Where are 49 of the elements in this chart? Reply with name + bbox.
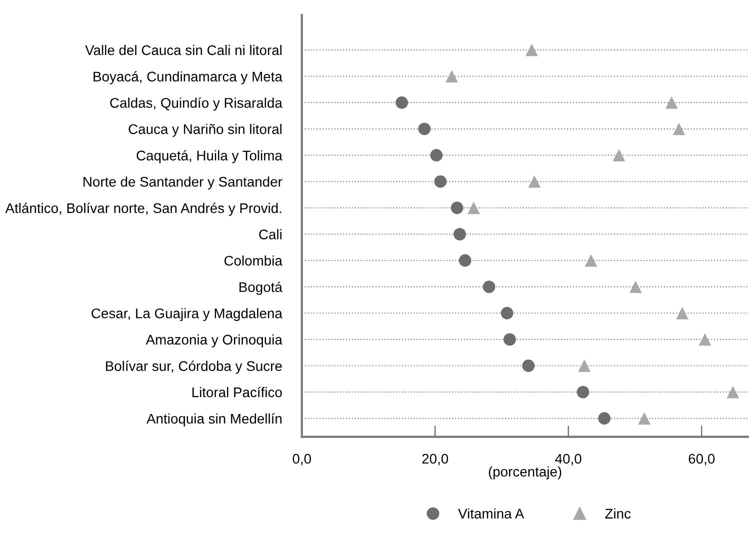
point [454,228,466,240]
legend-label: Zinc [605,508,631,519]
y-tick-label: Caldas, Quindío y Risaralda [110,97,282,111]
point [500,306,514,320]
x-tick-label: 0,0 [292,454,311,466]
point [522,360,535,372]
point [504,333,516,346]
y-tick-label: Valle del Cauca sin Cali ni litoral [85,44,282,56]
point [672,122,686,136]
point [598,412,611,425]
point [430,149,443,162]
y-tick-label: Cali [259,229,282,240]
point [676,306,688,320]
point [638,412,651,425]
point [528,175,541,188]
y-tick-label: Atlántico, Bolívar norte, San Andrés y Provid. [5,202,282,216]
point [576,386,590,398]
point [612,149,626,162]
y-tick-label: Boyacá, Cundinamarca y Meta [94,71,282,84]
point [726,386,740,398]
point [446,70,458,82]
y-tick-label: Cesar, La Guajira y Magdalena [92,308,282,322]
legend-label: Vitamina A [458,508,524,519]
point [396,96,408,109]
point [482,280,496,294]
y-tick-label: Colombia [224,255,282,266]
point [468,202,480,214]
point [665,96,678,109]
point [698,333,712,346]
point [526,44,538,56]
y-tick-label: Bolívar sur, Córdoba y Sucre [106,360,282,374]
y-tick-label: Antioquia sin Medellín [146,413,282,426]
y-tick-label: Bogotá [240,282,282,295]
y-tick-label: Litoral Pacífico [192,386,282,398]
y-tick-label: Cauca y Nariño sin litoral [128,124,282,137]
y-tick-label: Amazonia y Orinoquia [146,334,282,348]
y-tick-label: Norte de Santander y Santander [84,176,282,190]
x-axis-title: (porcentaje) [488,466,562,480]
x-tick-label: 20,0 [422,454,448,466]
x-tick-label: 40,0 [555,454,582,466]
point [450,202,464,214]
point [584,254,598,267]
point [458,254,472,267]
point [578,360,591,372]
x-tick-label: 60,0 [688,454,715,466]
point [418,122,431,136]
point [629,280,642,294]
point [434,175,447,188]
y-tick-label: Caquetá, Huila y Tolima [136,150,282,164]
